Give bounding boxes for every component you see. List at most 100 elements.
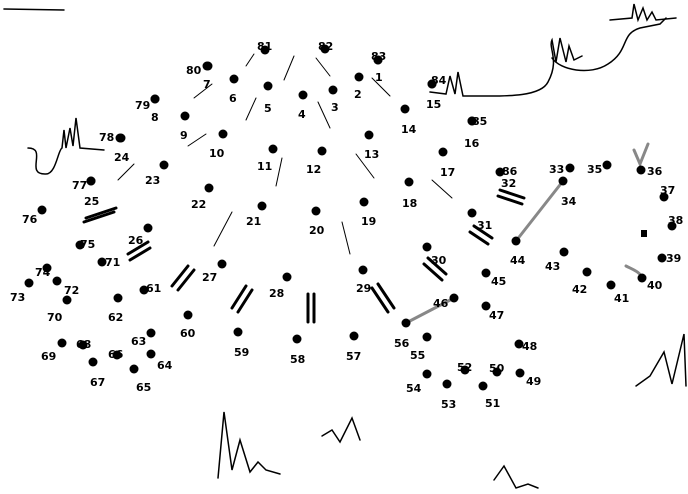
dot-66 xyxy=(112,350,122,360)
dot-label-49: 49 xyxy=(526,375,541,388)
dot-37 xyxy=(659,192,669,202)
dot-label-2: 2 xyxy=(354,88,362,101)
dot-36 xyxy=(636,165,646,175)
dot-label-7: 7 xyxy=(203,78,211,91)
dot-3 xyxy=(328,85,338,95)
dot-73 xyxy=(24,278,34,288)
dot-label-18: 18 xyxy=(402,197,417,210)
dot-2 xyxy=(354,72,364,82)
dot-label-10: 10 xyxy=(209,147,225,160)
dot-6 xyxy=(229,74,239,84)
dot-label-79: 79 xyxy=(135,99,150,112)
dot-77 xyxy=(86,176,96,186)
dot-label-22: 22 xyxy=(191,198,206,211)
dot-label-45: 45 xyxy=(491,275,506,288)
dot-17 xyxy=(438,147,448,157)
dot-22 xyxy=(204,183,214,193)
dot-label-16: 16 xyxy=(464,137,480,150)
dot-label-65: 65 xyxy=(136,381,151,394)
dot-86 xyxy=(495,167,505,177)
dot-60 xyxy=(183,310,193,320)
dot-14 xyxy=(400,104,410,114)
dot-label-39: 39 xyxy=(666,252,681,265)
hint-strokes xyxy=(82,188,526,324)
guide-line-34-44 xyxy=(514,179,565,243)
dot-79 xyxy=(150,94,160,104)
dot-label-51: 51 xyxy=(485,397,500,410)
bottom-center-peak xyxy=(321,416,361,444)
dot-71 xyxy=(97,257,107,267)
guide-line-46-56 xyxy=(404,296,456,325)
dot-43 xyxy=(559,247,569,257)
dot-label-54: 54 xyxy=(406,382,422,395)
hint-thin-strokes xyxy=(117,53,453,255)
dot-label-15: 15 xyxy=(426,98,441,111)
dot-label-25: 25 xyxy=(84,195,99,208)
dot-label-24: 24 xyxy=(114,151,130,164)
dot-56 xyxy=(401,318,411,328)
dot-62 xyxy=(113,293,123,303)
dot-41 xyxy=(606,280,616,290)
dot-label-64: 64 xyxy=(157,359,173,372)
dot-83 xyxy=(373,55,383,65)
decorative-strokes xyxy=(3,3,687,489)
dot-label-56: 56 xyxy=(394,337,410,350)
dot-label-38: 38 xyxy=(668,214,683,227)
dot-80 xyxy=(202,61,212,71)
dot-label-83: 83 xyxy=(371,50,386,63)
dot-13 xyxy=(364,130,374,140)
dot-label-74: 74 xyxy=(35,266,51,279)
top-left-dash xyxy=(3,8,65,11)
dot-label-30: 30 xyxy=(431,254,447,267)
dot-label-9: 9 xyxy=(180,129,188,142)
dot-28 xyxy=(282,272,292,282)
dot-label-20: 20 xyxy=(309,224,325,237)
dot-11 xyxy=(268,144,278,154)
dot-label-12: 12 xyxy=(306,163,321,176)
dot-label-47: 47 xyxy=(489,309,504,322)
dot-label-66: 66 xyxy=(108,348,124,361)
dot-label-29: 29 xyxy=(356,282,371,295)
dot-27 xyxy=(217,259,227,269)
dot-70 xyxy=(62,295,72,305)
dot-82 xyxy=(320,44,330,54)
dot-label-82: 82 xyxy=(318,40,333,53)
dot-label-44: 44 xyxy=(510,254,526,267)
dot-38 xyxy=(667,221,677,231)
dot-label-48: 48 xyxy=(522,340,537,353)
dot-label-58: 58 xyxy=(290,353,305,366)
dot-label-69: 69 xyxy=(41,350,56,363)
dot-label-60: 60 xyxy=(180,327,196,340)
right-edge-peaks xyxy=(635,333,687,387)
dot-18 xyxy=(404,177,414,187)
dot-label-46: 46 xyxy=(433,297,449,310)
dot-68 xyxy=(78,340,88,350)
dot-31 xyxy=(467,208,477,218)
dot-label-21: 21 xyxy=(246,215,261,228)
dot-34 xyxy=(558,176,568,186)
dot-74 xyxy=(42,263,52,273)
dot-label-8: 8 xyxy=(151,111,159,124)
dot-54 xyxy=(422,369,432,379)
dot-21 xyxy=(257,201,267,211)
dot-48 xyxy=(514,339,524,349)
dot-label-1: 1 xyxy=(375,71,383,84)
dot-52 xyxy=(460,365,470,375)
dot-label-76: 76 xyxy=(22,213,38,226)
dot-63 xyxy=(146,328,156,338)
dot-label-72: 72 xyxy=(64,284,79,297)
dot-51 xyxy=(478,381,488,391)
bottom-left-peaks xyxy=(217,411,281,479)
dot-label-35: 35 xyxy=(587,163,602,176)
dot-label-14: 14 xyxy=(401,123,417,136)
dot-label-59: 59 xyxy=(234,346,249,359)
dot-label-43: 43 xyxy=(545,260,560,273)
dot-label-86: 86 xyxy=(502,165,518,178)
dot-label-71: 71 xyxy=(105,256,120,269)
dot-45 xyxy=(481,268,491,278)
dot-label-81: 81 xyxy=(257,40,272,53)
dot-label-33: 33 xyxy=(549,163,564,176)
dot-46 xyxy=(449,293,459,303)
dot-label-17: 17 xyxy=(440,166,455,179)
